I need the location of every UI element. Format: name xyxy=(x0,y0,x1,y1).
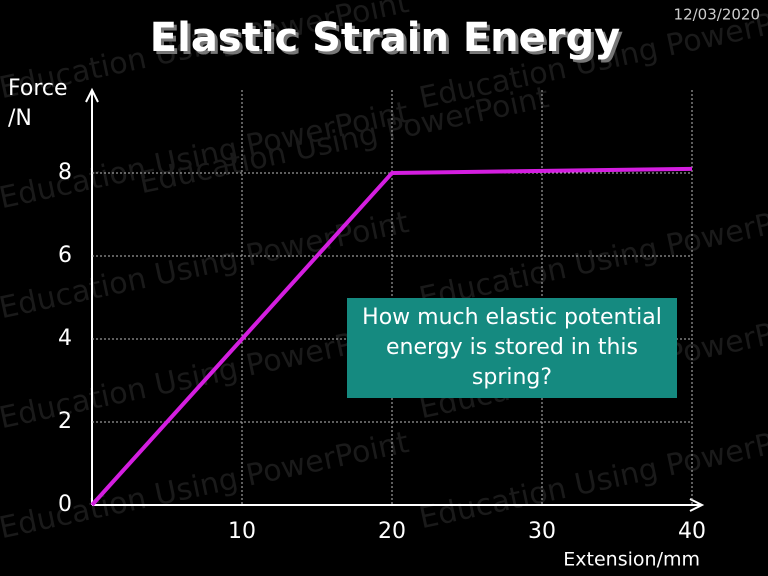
chart-title: Elastic Strain Energy xyxy=(150,15,620,61)
y-tick-label: 2 xyxy=(58,409,72,434)
y-tick-label: 4 xyxy=(58,326,72,351)
x-axis-label: Extension/mm xyxy=(563,549,700,571)
watermark: Education Using PowerPoint xyxy=(0,425,412,546)
date: 12/03/2020 xyxy=(674,6,760,24)
y-axis-arrow xyxy=(85,87,99,103)
x-tick-label: 30 xyxy=(528,519,556,544)
x-axis-arrow xyxy=(689,498,705,512)
y-axis-label: Force /N xyxy=(8,76,68,131)
x-tick-label: 40 xyxy=(678,519,706,544)
y-tick-label: 6 xyxy=(58,243,72,268)
annotation-box: How much elastic potential energy is sto… xyxy=(347,298,677,398)
watermark: Education Using PowerPoint xyxy=(416,415,768,536)
y-tick-label: 0 xyxy=(58,492,72,517)
data-line xyxy=(90,166,693,507)
x-tick-label: 20 xyxy=(378,519,406,544)
x-tick-label: 10 xyxy=(228,519,256,544)
y-tick-label: 8 xyxy=(58,160,72,185)
